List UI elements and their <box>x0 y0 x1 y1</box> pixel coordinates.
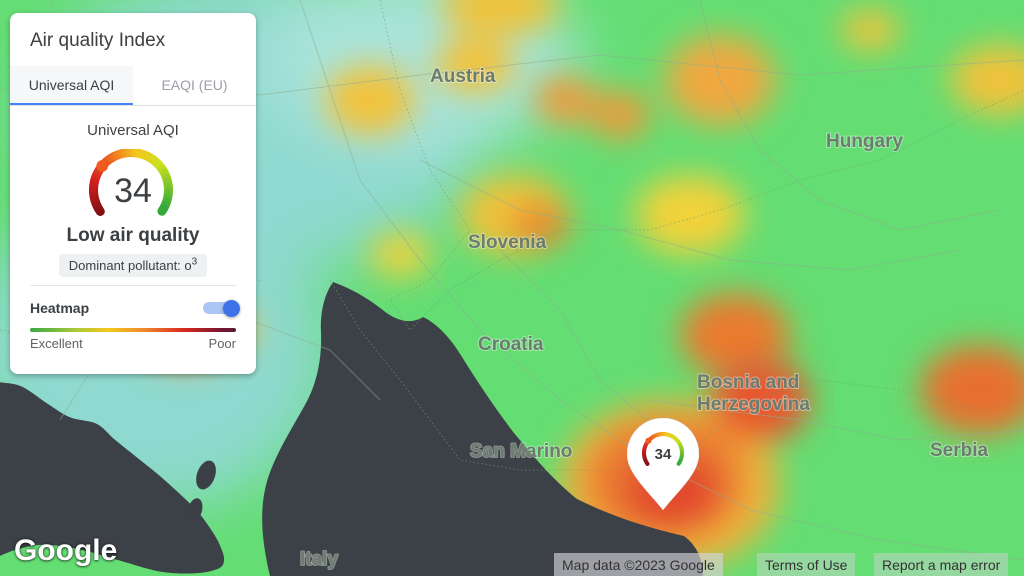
svg-text:Croatia: Croatia <box>478 334 544 355</box>
svg-text:Bosnia and: Bosnia and <box>697 372 799 393</box>
svg-text:San Marino: San Marino <box>470 441 572 462</box>
svg-text:Herzegovina: Herzegovina <box>697 394 810 415</box>
svg-text:Hungary: Hungary <box>826 131 904 152</box>
svg-text:Serbia: Serbia <box>930 440 989 461</box>
svg-text:Slovenia: Slovenia <box>468 232 547 253</box>
svg-text:Austria: Austria <box>430 66 496 87</box>
svg-text:34: 34 <box>655 446 672 463</box>
